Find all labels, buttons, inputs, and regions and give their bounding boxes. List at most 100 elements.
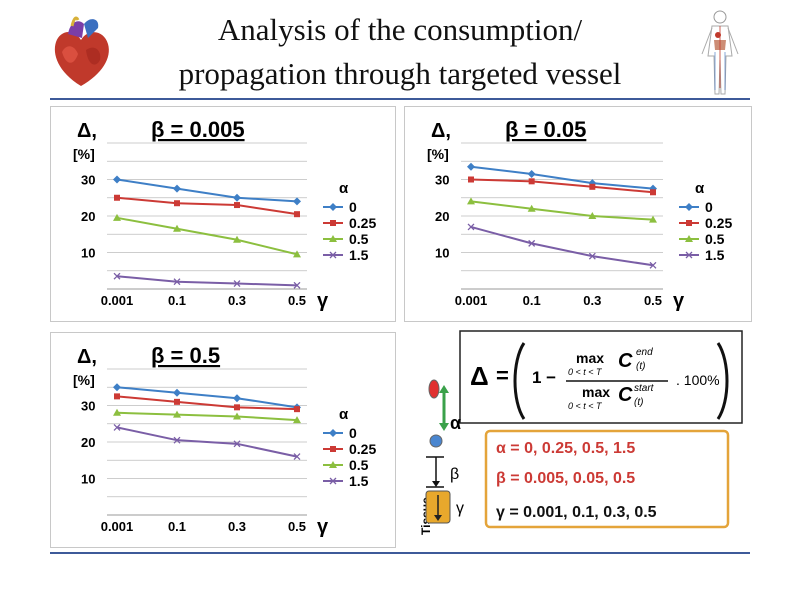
- legend-marker: [686, 220, 692, 226]
- x-tick-label: 0.5: [288, 293, 306, 308]
- y-tick-label: 20: [81, 435, 95, 450]
- data-point: [528, 178, 535, 185]
- formula-one-minus: 1 −: [532, 368, 556, 387]
- legend-marker: [329, 461, 337, 468]
- data-point: [649, 261, 657, 269]
- series-line-1: [470, 178, 654, 194]
- chart-ylabel-unit: [%]: [73, 146, 95, 162]
- legend-label: 0.25: [349, 215, 376, 231]
- series-line-1: [116, 196, 298, 216]
- data-point: [113, 383, 121, 392]
- x-tick-label: 0.5: [644, 293, 662, 308]
- title-line-2: propagation through targeted vessel: [178, 56, 622, 91]
- alpha-symbol: α: [450, 413, 461, 433]
- legend-label: 1.5: [349, 473, 369, 489]
- legend-label: 0: [705, 199, 713, 215]
- y-tick-label: 10: [81, 246, 95, 261]
- y-tick-label: 30: [435, 173, 449, 188]
- series-line-3: [116, 275, 298, 287]
- data-point: [294, 406, 300, 413]
- series-line-3: [470, 225, 654, 267]
- formula-t-arg-bot: (t): [634, 397, 643, 408]
- legend-title: α: [695, 180, 705, 197]
- data-point: [173, 224, 181, 232]
- series-line-0: [116, 178, 298, 203]
- legend-label: 0.25: [705, 215, 732, 231]
- legend-label: 0.25: [349, 441, 376, 457]
- formula-equals: =: [496, 363, 509, 388]
- data-point: [114, 393, 120, 400]
- series-line-0: [116, 386, 298, 409]
- chart-panel-beta-05: β = 0.5 Δ, [%] 10 20 30 0.001 0.1 0.3 0.5 γ α 0 0.25 0…: [50, 332, 396, 548]
- data-point: [173, 436, 181, 444]
- formula-times-100: . 100%: [676, 372, 720, 388]
- data-point: [293, 197, 301, 206]
- legend-marker: [329, 429, 337, 437]
- title-line-1: Analysis of the consumption/: [217, 12, 583, 47]
- x-tick-label: 0.5: [288, 519, 306, 534]
- page-title: Analysis of the consumption/ propagation…: [110, 8, 690, 96]
- bottom-divider: [50, 552, 750, 554]
- legend-marker: [329, 251, 337, 259]
- x-axis-label: γ: [317, 516, 329, 538]
- data-point: [293, 281, 301, 289]
- legend-label: 1.5: [349, 247, 369, 263]
- y-tick-label: 10: [81, 472, 95, 487]
- x-tick-label: 0.001: [101, 293, 134, 308]
- x-tick-label: 0.1: [168, 293, 186, 308]
- chart-ylabel: Δ,: [77, 346, 97, 368]
- data-point: [649, 215, 657, 223]
- formula-paren-right: [716, 342, 729, 420]
- heart-icon: [54, 16, 109, 86]
- human-body-icon: [701, 10, 739, 95]
- data-point: [113, 213, 121, 221]
- data-point: [113, 175, 121, 184]
- blue-particle-icon: [429, 434, 443, 448]
- data-point: [588, 252, 596, 260]
- data-point: [233, 193, 241, 202]
- legend-marker: [329, 235, 337, 242]
- chart-panel-beta-005: β = 0.05 Δ, [%] 10 20 30 0.001 0.1 0.3 0.5 γ α 0 0.25…: [404, 106, 752, 322]
- data-point: [174, 398, 180, 405]
- legend-marker: [685, 235, 693, 242]
- x-tick-label: 0.3: [228, 293, 246, 308]
- data-point: [173, 184, 181, 193]
- red-particle-icon: [428, 379, 440, 399]
- data-point: [293, 453, 301, 461]
- x-axis-label: γ: [317, 290, 329, 312]
- legend-title: α: [339, 406, 349, 423]
- y-tick-label: 20: [81, 209, 95, 224]
- formula-box: [459, 330, 743, 424]
- formula-delta: Δ: [470, 361, 489, 391]
- param-beta: β = 0.005, 0.05, 0.5: [496, 470, 635, 487]
- chart-title: β = 0.005: [151, 117, 245, 142]
- data-point: [233, 280, 241, 287]
- formula-c-end: C: [618, 350, 633, 372]
- schematic-diagram: α β γ: [425, 379, 464, 524]
- data-point: [113, 423, 121, 431]
- data-point: [589, 183, 596, 190]
- legend-title: α: [339, 180, 349, 197]
- y-tick-label: 20: [435, 209, 449, 224]
- legend-marker: [330, 220, 336, 226]
- data-point: [650, 189, 656, 196]
- chart-ylabel-unit: [%]: [73, 372, 95, 388]
- legend-marker: [685, 251, 693, 259]
- data-point: [233, 235, 241, 243]
- data-point: [173, 410, 181, 418]
- data-point: [113, 272, 121, 280]
- data-point: [233, 412, 241, 420]
- chart-ylabel: Δ,: [77, 120, 97, 142]
- x-tick-label: 0.001: [455, 293, 488, 308]
- chart-title: β = 0.5: [151, 343, 220, 368]
- legend-label: 0.5: [349, 231, 369, 247]
- param-gamma: γ = 0.001, 0.1, 0.3, 0.5: [496, 504, 657, 521]
- data-point: [113, 408, 121, 416]
- gamma-symbol: γ: [456, 500, 464, 517]
- y-tick-label: 30: [81, 399, 95, 414]
- legend-marker: [329, 203, 337, 211]
- data-point: [233, 440, 241, 448]
- data-point: [588, 212, 597, 219]
- legend-label: 0.5: [349, 457, 369, 473]
